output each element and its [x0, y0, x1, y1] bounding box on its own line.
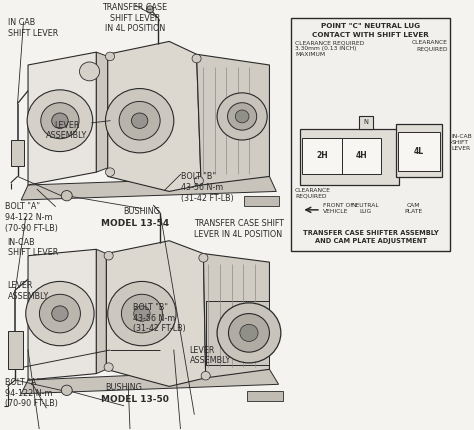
- Text: CONTACT WITH SHIFT LEVER: CONTACT WITH SHIFT LEVER: [312, 31, 429, 37]
- Bar: [300, 129, 399, 185]
- Circle shape: [52, 306, 68, 321]
- Text: 4H: 4H: [356, 151, 367, 160]
- Circle shape: [104, 252, 113, 260]
- Circle shape: [235, 110, 249, 123]
- Circle shape: [228, 103, 257, 130]
- Circle shape: [240, 324, 258, 341]
- Text: LEVER
ASSEMBLY: LEVER ASSEMBLY: [46, 121, 87, 141]
- Circle shape: [61, 385, 72, 396]
- Text: TRANSFER CASE SHIFTER ASSEMBLY
AND CAM PLATE ADJUSTMENT: TRANSFER CASE SHIFTER ASSEMBLY AND CAM P…: [303, 230, 438, 244]
- Circle shape: [119, 101, 160, 140]
- Circle shape: [121, 294, 163, 333]
- Polygon shape: [96, 52, 108, 172]
- Text: BUSHING: BUSHING: [105, 383, 142, 392]
- Polygon shape: [96, 249, 106, 374]
- Polygon shape: [197, 54, 269, 185]
- Text: BOLT "A"
94-122 N-m
(70-90 FT-LB): BOLT "A" 94-122 N-m (70-90 FT-LB): [5, 202, 58, 233]
- Circle shape: [192, 54, 201, 63]
- Polygon shape: [28, 52, 96, 185]
- Text: CLEARANCE
REQUIRED: CLEARANCE REQUIRED: [412, 40, 447, 51]
- Bar: [246, 391, 283, 402]
- Circle shape: [80, 62, 100, 81]
- Polygon shape: [108, 41, 201, 191]
- Circle shape: [26, 281, 94, 346]
- Circle shape: [61, 190, 72, 201]
- Circle shape: [217, 93, 267, 140]
- Circle shape: [199, 254, 208, 262]
- Text: CAM
PLATE: CAM PLATE: [404, 203, 422, 214]
- Text: TRANSFER CASE
SHIFT LEVER
IN 4L POSITION: TRANSFER CASE SHIFT LEVER IN 4L POSITION: [102, 3, 168, 34]
- Bar: [398, 132, 440, 171]
- Circle shape: [104, 363, 113, 372]
- Text: N: N: [363, 120, 368, 126]
- Text: BOLT "A"
94-122 N-m
(70-90 FT-LB): BOLT "A" 94-122 N-m (70-90 FT-LB): [5, 378, 58, 408]
- Bar: [8, 331, 24, 369]
- Text: TRANSFER CASE SHIFT
LEVER IN 4L POSITION: TRANSFER CASE SHIFT LEVER IN 4L POSITION: [194, 219, 284, 239]
- Circle shape: [146, 6, 154, 13]
- Text: MODEL 13-50: MODEL 13-50: [101, 395, 169, 404]
- Text: CLEARANCE
REQUIRED: CLEARANCE REQUIRED: [295, 187, 331, 199]
- Text: LEVER
ASSEMBLY: LEVER ASSEMBLY: [8, 281, 49, 301]
- Text: BUSHING: BUSHING: [123, 207, 160, 216]
- Polygon shape: [21, 369, 279, 394]
- Bar: [206, 301, 269, 365]
- Bar: [292, 18, 450, 252]
- Polygon shape: [203, 254, 269, 378]
- Text: 2H: 2H: [316, 151, 328, 160]
- Polygon shape: [28, 249, 96, 380]
- Circle shape: [131, 113, 148, 129]
- Bar: [11, 140, 24, 166]
- Circle shape: [217, 303, 281, 363]
- Circle shape: [134, 306, 150, 321]
- Circle shape: [108, 281, 176, 346]
- Polygon shape: [21, 176, 276, 200]
- Bar: [358, 116, 373, 129]
- Text: BOLT "B"
43-56 N-m
(31-42 FT-LB): BOLT "B" 43-56 N-m (31-42 FT-LB): [181, 172, 233, 203]
- Bar: [302, 138, 342, 174]
- Text: NEUTRAL
LUG: NEUTRAL LUG: [352, 203, 380, 214]
- Circle shape: [106, 168, 115, 176]
- Text: POINT "C" NEUTRAL LUG: POINT "C" NEUTRAL LUG: [321, 23, 420, 29]
- Text: MODEL 13-54: MODEL 13-54: [101, 219, 169, 228]
- Text: IN CAB
SHIFT LEVER: IN CAB SHIFT LEVER: [8, 18, 58, 37]
- Circle shape: [201, 372, 210, 380]
- Text: IN-CAB
SHIFT
LEVER: IN-CAB SHIFT LEVER: [452, 134, 473, 151]
- Circle shape: [27, 90, 93, 151]
- Text: LEVER
ASSEMBLY: LEVER ASSEMBLY: [190, 346, 231, 366]
- Text: CLEARANCE REQUIRED
3.30mm (0.13 INCH)
MAXIMUM: CLEARANCE REQUIRED 3.30mm (0.13 INCH) MA…: [295, 40, 364, 57]
- Text: IN-CAB
SHIFT LEVER: IN-CAB SHIFT LEVER: [8, 238, 58, 258]
- Circle shape: [106, 52, 115, 61]
- Bar: [342, 138, 382, 174]
- Circle shape: [194, 176, 203, 185]
- Circle shape: [39, 294, 81, 333]
- Circle shape: [41, 103, 79, 139]
- Bar: [396, 124, 442, 177]
- Circle shape: [52, 113, 68, 129]
- Circle shape: [228, 313, 269, 352]
- Bar: [245, 196, 279, 206]
- Polygon shape: [106, 241, 206, 387]
- Text: FRONT OF
VEHICLE: FRONT OF VEHICLE: [323, 203, 354, 214]
- Circle shape: [106, 89, 174, 153]
- Text: BOLT "B"
43-56 N-m
(31-42 FT-LB): BOLT "B" 43-56 N-m (31-42 FT-LB): [133, 303, 185, 333]
- Text: 4L: 4L: [414, 147, 424, 156]
